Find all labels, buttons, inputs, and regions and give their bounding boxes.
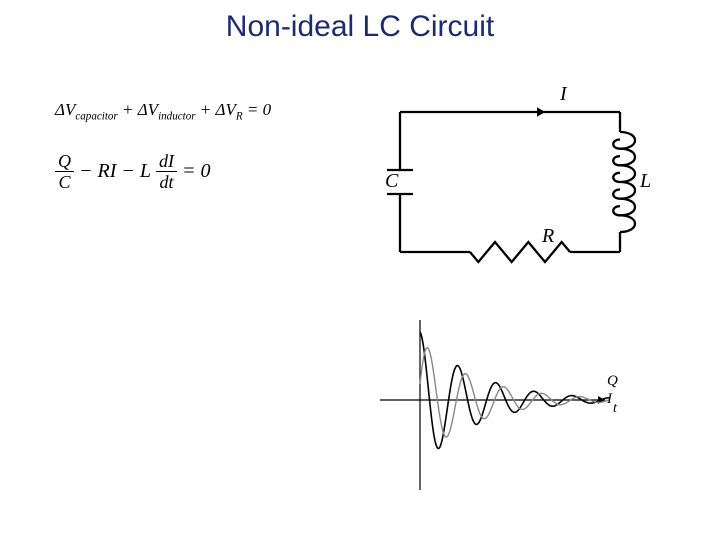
resistor-zigzag — [470, 242, 570, 262]
circuit-label-L: L — [639, 170, 651, 192]
series-label-Q: Q — [607, 373, 618, 389]
term-Q-over-C: Q C — [55, 152, 74, 191]
waveform-series-Q — [420, 332, 610, 448]
dV-inductor: ΔVinductor — [138, 100, 196, 119]
current-arrow-icon — [537, 107, 545, 117]
waveform-chart: QIt — [360, 310, 630, 510]
circuit-label-C: C — [385, 170, 399, 192]
circuit-diagram: I C L R — [380, 82, 660, 282]
axis-label-t: t — [613, 401, 618, 416]
waveform-series-I — [420, 348, 610, 437]
term-dI-dt: dI dt — [156, 152, 177, 191]
page-title: Non-ideal LC Circuit — [0, 10, 720, 44]
dV-resistor: ΔVR — [216, 100, 243, 119]
term-RI: RI — [98, 160, 117, 183]
series-label-I: I — [606, 391, 613, 407]
inductor-coil — [613, 132, 635, 232]
kirchhoff-voltage-eq: ΔVcapacitor + ΔVinductor + ΔVR = 0 — [55, 100, 271, 122]
circuit-label-I: I — [559, 83, 568, 105]
equations-block: ΔVcapacitor + ΔVinductor + ΔVR = 0 Q C −… — [55, 100, 271, 191]
circuit-label-R: R — [541, 225, 554, 247]
differential-eq: Q C − RI − L dI dt = 0 — [55, 152, 271, 191]
dV-capacitor: ΔVcapacitor — [55, 100, 118, 119]
term-L: L — [140, 160, 151, 183]
